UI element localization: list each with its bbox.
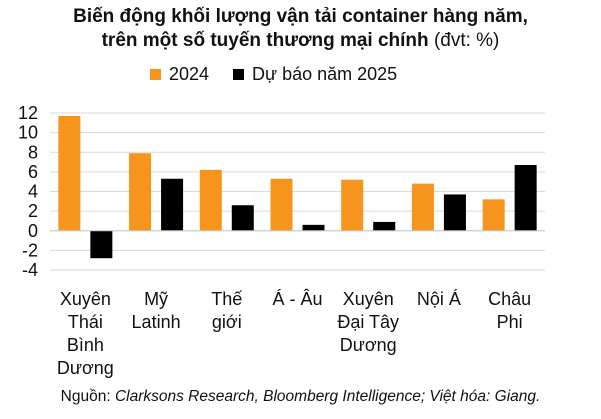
legend-item-2025: Dự báo năm 2025 <box>233 64 397 85</box>
x-category-label: Xuyên Thái Bình Dương <box>57 289 114 378</box>
source-text: Clarksons Research, Bloomberg Intelligen… <box>114 388 541 405</box>
y-tick-label: 10 <box>18 123 38 143</box>
x-category-label-line: Xuyên <box>343 289 394 309</box>
x-category-label-line: Dương <box>340 335 397 355</box>
legend-label-2025: Dự báo năm 2025 <box>252 64 398 84</box>
x-category-label-line: Xuyên <box>60 289 111 309</box>
x-category-label: Châu Phi <box>488 289 531 332</box>
chart-title-line2: trên một số tuyến thương mại chính (đvt:… <box>0 29 601 53</box>
bar-2024-4 <box>270 178 293 231</box>
x-category-label-line: Bình <box>67 335 104 355</box>
bar-2025-2 <box>161 178 184 231</box>
bar-2024-1 <box>58 115 81 231</box>
x-category-label: Thế giới <box>211 289 242 332</box>
bar-2024-7 <box>482 199 505 231</box>
bar-2025-7 <box>514 165 537 231</box>
x-category-label-line: Châu <box>488 289 531 309</box>
x-category-label-line: Latinh <box>132 312 181 332</box>
x-category-label: Xuyên Đại Tây Dương <box>337 289 399 355</box>
x-category-label-line: Á - Âu <box>272 289 322 309</box>
legend-item-2024: 2024 <box>150 64 209 85</box>
bar-2025-1 <box>90 230 113 259</box>
chart-title-main: trên một số tuyến thương mại chính <box>101 30 429 51</box>
x-category-label-line: giới <box>212 312 242 332</box>
bar-2024-5 <box>341 179 364 231</box>
x-category-label-line: Mỹ <box>144 289 168 309</box>
chart-legend: 2024 Dự báo năm 2025 <box>150 64 421 85</box>
x-category-label: Á - Âu <box>272 289 322 309</box>
y-tick-label: -2 <box>22 240 38 260</box>
x-category-label-line: Dương <box>57 358 114 378</box>
bar-2025-6 <box>443 194 466 231</box>
chart-title: Biến động khối lượng vận tải container h… <box>0 5 601 53</box>
bar-2024-2 <box>129 153 152 231</box>
bar-2025-5 <box>373 221 396 231</box>
y-tick-label: 8 <box>28 142 38 162</box>
chart-title-line1: Biến động khối lượng vận tải container h… <box>73 6 528 27</box>
x-category-label-line: Phi <box>497 312 523 332</box>
legend-swatch-black <box>233 69 245 80</box>
bar-2025-3 <box>231 205 254 231</box>
bar-2025-4 <box>302 224 325 231</box>
source-note: Nguồn: Clarksons Research, Bloomberg Int… <box>0 388 601 406</box>
y-tick-label: 12 <box>18 103 38 123</box>
legend-swatch-orange <box>150 69 161 80</box>
bar-2024-6 <box>411 183 434 231</box>
x-category-label: Nội Á <box>417 289 461 309</box>
x-category-label: Mỹ Latinh <box>132 289 181 332</box>
x-category-label-line: Đại Tây <box>337 312 399 332</box>
y-tick-label: 2 <box>28 201 38 221</box>
y-tick-label: 0 <box>28 221 38 241</box>
x-category-label-line: Nội Á <box>417 289 461 309</box>
x-category-label-line: Thế <box>211 289 242 309</box>
legend-label-2024: 2024 <box>169 64 210 84</box>
y-tick-label: -4 <box>22 260 38 280</box>
source-prefix: Nguồn: <box>60 388 115 405</box>
x-category-label-line: Thái <box>68 312 103 332</box>
chart-title-unit: (đvt: %) <box>433 30 500 51</box>
bar-2024-3 <box>199 169 222 231</box>
y-tick-label: 6 <box>28 162 38 182</box>
y-tick-label: 4 <box>28 182 38 202</box>
